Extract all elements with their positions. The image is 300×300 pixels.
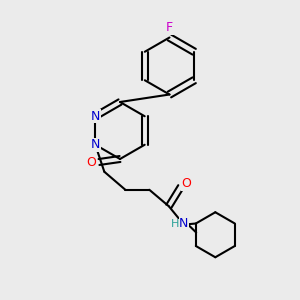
Text: F: F [166, 21, 173, 34]
Text: N: N [179, 217, 188, 230]
Text: O: O [87, 155, 96, 169]
Text: N: N [91, 110, 100, 123]
Text: O: O [181, 177, 191, 190]
Text: H: H [171, 219, 179, 229]
Text: N: N [91, 138, 100, 151]
